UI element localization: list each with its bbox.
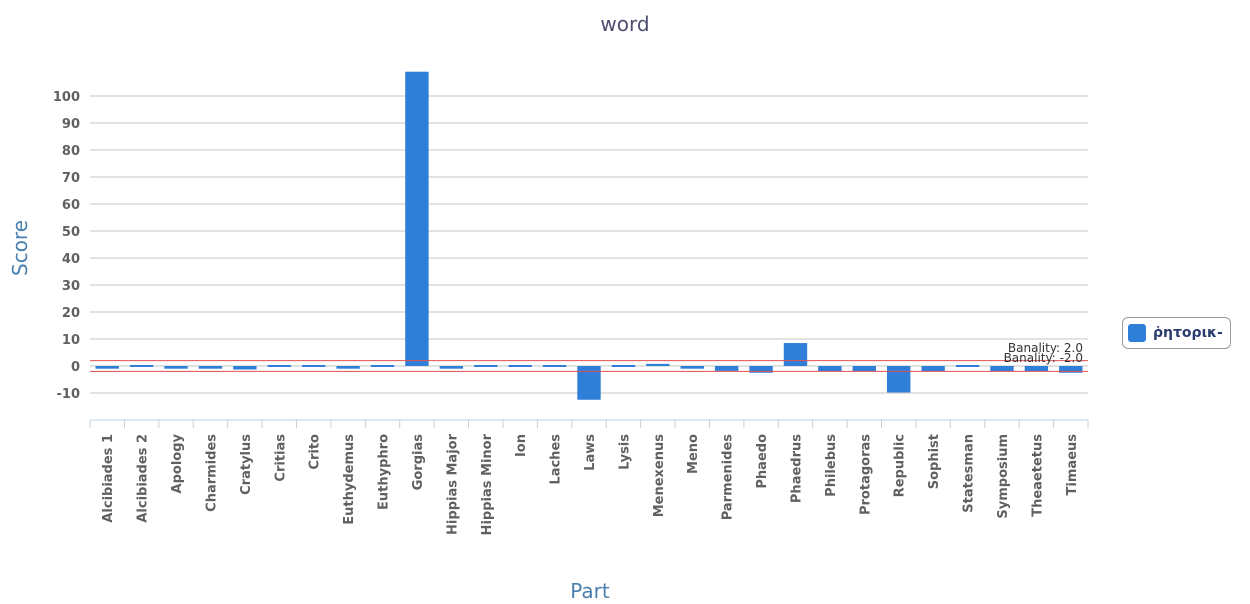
x-tick-label: Cratylus [239, 434, 254, 495]
bar-hippias-minor[interactable] [474, 365, 498, 367]
x-tick-label: Sophist [927, 434, 942, 489]
bar-lysis[interactable] [611, 365, 636, 367]
bar-laws[interactable] [577, 366, 601, 400]
x-tick-label: Menexenus [652, 434, 667, 518]
y-axis-ticks: -10 0 10 20 30 40 50 60 70 80 90 100 [53, 90, 80, 402]
bar-timaeus[interactable] [1059, 366, 1083, 373]
x-tick-label: Charmides [204, 434, 219, 512]
bar-menexenus[interactable] [646, 363, 670, 366]
y-tick-label: 70 [62, 171, 80, 186]
x-tick-label: Republic [893, 434, 908, 497]
bar-critias[interactable] [267, 365, 291, 367]
bar-apology[interactable] [164, 366, 188, 369]
bar-protagoras[interactable] [852, 366, 877, 372]
x-tick-label: Philebus [824, 434, 839, 497]
x-tick-label: Meno [686, 434, 701, 474]
bar-laches[interactable] [542, 365, 567, 367]
bar-charmides[interactable] [198, 366, 223, 369]
x-tick-label: Critias [273, 434, 288, 482]
y-tick-label: 90 [62, 117, 80, 132]
x-tick-label: Protagoras [858, 434, 873, 515]
bar-phaedrus[interactable] [783, 343, 808, 366]
x-tick-label: Parmenides [721, 434, 736, 521]
legend[interactable]: ῥητορικ- [1122, 317, 1231, 349]
bar-euthydemus[interactable] [336, 366, 360, 369]
reference-line-label: Banality: 2.0 [1008, 341, 1083, 355]
bar-philebus[interactable] [818, 366, 842, 372]
x-tick-label: Laches [549, 434, 564, 485]
bar-parmenides[interactable] [714, 366, 739, 371]
x-tick-label: Gorgias [411, 434, 426, 491]
bars [95, 71, 1083, 400]
x-tick-label: Hippias Major [445, 433, 460, 535]
bar-hippias-major[interactable] [439, 366, 464, 369]
x-tick-label: Apology [170, 433, 185, 493]
x-tick-label: Symposium [996, 434, 1011, 519]
y-tick-label: -10 [57, 387, 81, 402]
y-tick-label: 0 [71, 360, 80, 375]
bar-sophist[interactable] [921, 366, 945, 372]
bar-phaedo[interactable] [749, 366, 773, 373]
bar-meno[interactable] [680, 366, 704, 369]
x-tick-label: Euthydemus [342, 434, 357, 525]
y-tick-label: 50 [62, 225, 80, 240]
legend-label: ῥητορικ- [1153, 325, 1223, 341]
y-tick-label: 100 [53, 90, 80, 105]
x-tick-label: Lysis [617, 434, 632, 470]
bar-republic[interactable] [887, 366, 911, 393]
x-tick-label: Alcibiades 1 [101, 434, 116, 523]
y-tick-label: 30 [62, 279, 80, 294]
x-tick-label: Phaedo [755, 434, 770, 489]
x-tick-label: Statesman [962, 434, 977, 513]
x-tick-label: Alcibiades 2 [136, 434, 151, 523]
x-tick-label: Timaeus [1065, 434, 1080, 496]
chart-title: word [600, 12, 649, 36]
grid-lines [90, 95, 1088, 394]
y-tick-label: 40 [62, 252, 80, 267]
x-axis-title: Part [570, 579, 610, 603]
bar-statesman[interactable] [955, 365, 980, 367]
x-tick-label: Theaetetus [1030, 434, 1045, 517]
y-tick-label: 20 [62, 306, 80, 321]
bar-crito[interactable] [301, 365, 326, 367]
y-tick-label: 60 [62, 198, 80, 213]
bar-theaetetus[interactable] [1024, 366, 1049, 372]
bar-alcibiades-2[interactable] [129, 365, 154, 367]
y-axis-title: Score [8, 220, 32, 276]
reference-line-label: Banality: -2.0 [1004, 351, 1083, 365]
x-tick-label: Hippias Minor [480, 433, 495, 535]
x-tick-label: Ion [514, 434, 529, 457]
bar-gorgias[interactable] [405, 71, 429, 366]
bar-alcibiades-1[interactable] [95, 366, 119, 369]
x-tick-label: Crito [308, 434, 323, 470]
bar-euthyphro[interactable] [370, 365, 395, 367]
bar-symposium[interactable] [990, 366, 1014, 372]
legend-swatch [1128, 324, 1146, 342]
x-axis: Alcibiades 1 Alcibiades 2 Apology Charmides… [89, 419, 1089, 535]
y-tick-label: 80 [62, 144, 80, 159]
x-tick-label: Euthyphro [377, 434, 392, 510]
y-tick-label: 10 [62, 333, 80, 348]
bar-ion[interactable] [508, 365, 532, 367]
x-tick-label: Laws [583, 434, 598, 471]
x-tick-label: Phaedrus [789, 434, 804, 503]
bar-cratylus[interactable] [233, 366, 257, 370]
